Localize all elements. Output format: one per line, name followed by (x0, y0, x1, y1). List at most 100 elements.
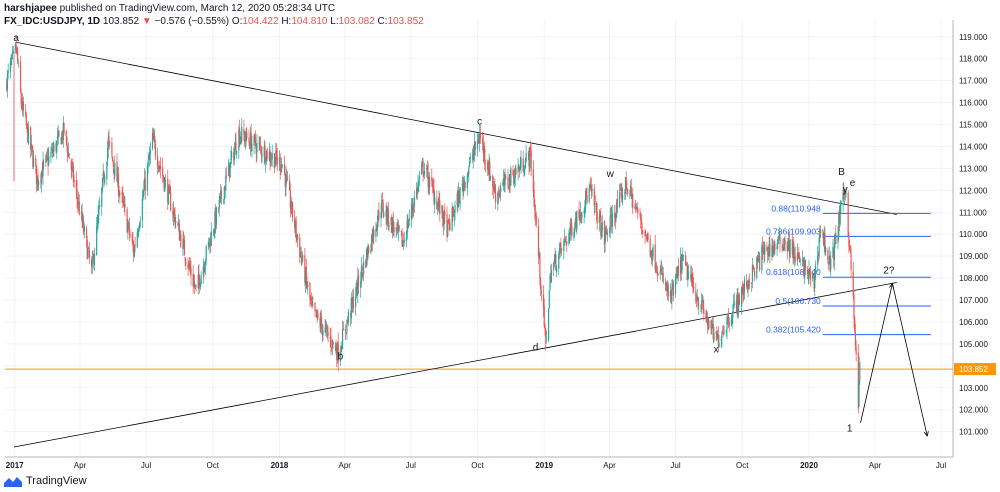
candle-body (241, 126, 243, 142)
candle-body (290, 208, 292, 210)
candle-body (492, 175, 494, 187)
footer-brand[interactable]: TradingView (26, 475, 87, 487)
candle-body (690, 273, 693, 282)
candle-body (48, 155, 50, 165)
candle-body (829, 256, 831, 272)
candle-body (605, 229, 607, 231)
candle-body (620, 187, 622, 190)
candle-body (756, 257, 758, 278)
candle-body (260, 145, 262, 147)
candle-body (187, 264, 189, 269)
candle-body (47, 157, 49, 166)
candle-body (497, 192, 500, 196)
candle-body (844, 191, 846, 194)
candle-body (565, 241, 567, 243)
candle-body (43, 161, 45, 163)
candle-body (249, 133, 252, 148)
candle-body (185, 262, 187, 264)
candle-body (291, 201, 293, 209)
candle-body (295, 220, 297, 237)
candle-body (101, 188, 103, 207)
candle-body (824, 233, 826, 254)
candle-body (235, 141, 237, 154)
candle-body (341, 348, 343, 350)
candle-body (421, 162, 423, 165)
candle-body (245, 130, 247, 142)
candle-body (423, 172, 425, 176)
candle-body (784, 239, 786, 245)
candle-body (652, 246, 654, 257)
candle-body (22, 101, 24, 110)
candle-body (217, 208, 220, 210)
candle-body (540, 290, 542, 294)
candle-body (20, 92, 22, 105)
candle-body (534, 212, 537, 217)
candle-body (402, 242, 404, 247)
candle-body (489, 162, 491, 180)
candle-body (35, 164, 38, 184)
candle-body (229, 161, 231, 178)
candle-body (158, 166, 160, 170)
candle-body (604, 231, 606, 243)
candle-body (205, 246, 207, 261)
candle-body (660, 269, 662, 270)
candle-body (429, 176, 431, 189)
candle-body (479, 133, 481, 143)
candle-body (284, 173, 286, 188)
candle-body (783, 246, 785, 251)
y-tick-label: 112.000 (959, 186, 988, 195)
candle-body (443, 210, 445, 225)
candle-body (563, 240, 565, 252)
candle-body (266, 148, 268, 159)
candle-body (606, 232, 608, 236)
candle-body (446, 214, 448, 238)
tradingview-logo-icon[interactable] (4, 475, 22, 487)
candle-body (608, 231, 611, 233)
candle-body (337, 342, 339, 362)
candle-body (148, 158, 150, 160)
candle-body (449, 222, 451, 231)
candle-body (736, 292, 738, 314)
candle-body (583, 210, 585, 214)
candle-body (801, 259, 804, 262)
candle-body (772, 245, 774, 252)
candle-body (664, 283, 666, 285)
candle-body (41, 170, 43, 178)
candle-body (51, 149, 54, 154)
candle-body (168, 186, 170, 189)
candle-body (797, 252, 799, 256)
candle-body (434, 197, 436, 205)
candle-body (67, 152, 69, 157)
candle-body (767, 252, 769, 255)
candle-body (621, 195, 624, 200)
candle-body (614, 215, 616, 221)
candle-body (799, 259, 801, 261)
candle-body (275, 150, 277, 161)
candle-body (466, 174, 468, 189)
symbol-label[interactable]: FX_IDC:USDJPY, 1D (4, 16, 101, 27)
candle-body (487, 168, 489, 175)
candle-body (645, 237, 648, 239)
candle-body (30, 143, 32, 148)
candle-body (576, 210, 578, 229)
candle-body (254, 136, 257, 147)
candle-body (606, 231, 608, 234)
candle-body (735, 300, 738, 313)
candle-body (670, 293, 672, 300)
y-tick-label: 109.000 (959, 252, 988, 261)
candle-body (487, 162, 489, 170)
candle-body (309, 282, 311, 299)
x-tick-label: Jul (141, 461, 151, 470)
candle-body (167, 186, 170, 205)
publisher-name[interactable]: harshjapee (4, 3, 57, 14)
x-tick-label: Jul (670, 461, 680, 470)
candle-body (207, 241, 209, 248)
candle-body (108, 136, 110, 140)
candle-body (370, 235, 373, 251)
candle-body (189, 265, 191, 271)
candle-body (208, 243, 210, 246)
candle-body (783, 238, 785, 249)
candle-body (574, 227, 576, 232)
candle-body (14, 43, 17, 51)
